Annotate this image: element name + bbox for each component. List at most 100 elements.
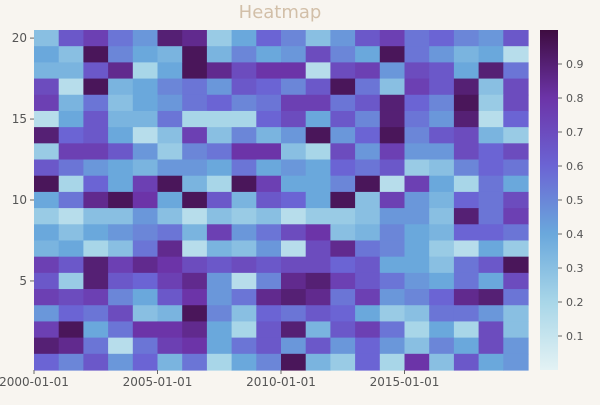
heatmap-cell: [108, 353, 134, 371]
heatmap-cell: [58, 159, 84, 177]
heatmap-cell: [182, 127, 208, 144]
heatmap-cell: [206, 224, 233, 242]
heatmap-cell: [355, 256, 381, 274]
heatmap-cell: [256, 159, 282, 177]
heatmap-cell: [256, 143, 282, 161]
heatmap-cell: [182, 289, 208, 306]
heatmap-cell: [256, 191, 282, 209]
heatmap-cell: [157, 46, 183, 63]
heatmap-cell: [206, 127, 233, 144]
heatmap-cell: [453, 305, 480, 323]
heatmap-cell: [305, 353, 331, 371]
heatmap-cell: [83, 110, 109, 128]
heatmap-cell: [330, 143, 356, 161]
heatmap-cell: [453, 159, 480, 177]
heatmap-cell: [429, 78, 455, 96]
heatmap-cell: [330, 272, 356, 290]
heatmap-cell: [379, 305, 406, 323]
heatmap-cell: [379, 256, 406, 274]
heatmap-cell: [182, 224, 208, 242]
heatmap-cell: [108, 94, 134, 112]
heatmap-cell: [305, 191, 331, 209]
colorbar-tick-label: 0.8: [566, 92, 584, 105]
heatmap-cell: [206, 30, 233, 47]
heatmap-cell: [379, 159, 406, 177]
heatmap-cell: [206, 191, 233, 209]
heatmap-cell: [404, 321, 430, 339]
heatmap-cell: [182, 256, 208, 274]
heatmap-cell: [157, 353, 183, 371]
heatmap-cell: [108, 143, 134, 161]
heatmap-cell: [453, 272, 480, 290]
heatmap-cell: [34, 272, 60, 290]
heatmap-cell: [478, 94, 504, 112]
heatmap-cell: [305, 62, 331, 80]
heatmap-cell: [330, 353, 356, 371]
heatmap-cell: [355, 62, 381, 80]
heatmap-cell: [355, 224, 381, 242]
heatmap-cell: [108, 305, 134, 323]
heatmap-cell: [453, 110, 480, 128]
heatmap-cell: [355, 94, 381, 112]
heatmap-cell: [256, 94, 282, 112]
heatmap-cell: [206, 175, 233, 193]
heatmap-cell: [305, 256, 331, 274]
heatmap-cell: [157, 175, 183, 193]
heatmap-cell: [34, 110, 60, 128]
heatmap-cell: [132, 256, 159, 274]
heatmap-cell: [256, 256, 282, 274]
heatmap-cell: [157, 272, 183, 290]
heatmap-cell: [157, 256, 183, 274]
heatmap-cell: [206, 46, 233, 63]
heatmap-cell: [58, 353, 84, 371]
heatmap-cell: [206, 62, 233, 80]
heatmap-cell: [182, 62, 208, 80]
heatmap-cell: [429, 62, 455, 80]
heatmap-cell: [330, 208, 356, 225]
heatmap-cell: [355, 353, 381, 371]
heatmap-cell: [503, 337, 529, 355]
heatmap-cell: [83, 30, 109, 47]
heatmap-cell: [58, 110, 84, 128]
heatmap-cell: [478, 305, 504, 323]
heatmap-cell: [355, 159, 381, 177]
heatmap-cell: [281, 305, 307, 323]
heatmap-cell: [379, 191, 406, 209]
heatmap-cell: [256, 224, 282, 242]
heatmap-cell: [305, 240, 331, 258]
heatmap-cell: [379, 110, 406, 128]
heatmap-cell: [256, 321, 282, 339]
heatmap-cell: [453, 46, 480, 63]
heatmap-cell: [132, 191, 159, 209]
heatmap-cell: [355, 289, 381, 306]
heatmap-cell: [379, 46, 406, 63]
heatmap-cell: [281, 127, 307, 144]
heatmap-cell: [182, 272, 208, 290]
heatmap-cell: [379, 30, 406, 47]
heatmap-cell: [132, 289, 159, 306]
heatmap-cell: [34, 78, 60, 96]
heatmap-cell: [58, 305, 84, 323]
heatmap-cell: [404, 94, 430, 112]
heatmap-cell: [132, 30, 159, 47]
heatmap-cell: [478, 62, 504, 80]
heatmap-cell: [503, 30, 529, 47]
heatmap-cell: [330, 46, 356, 63]
heatmap-cell: [34, 127, 60, 144]
heatmap-cell: [34, 240, 60, 258]
heatmap-cell: [231, 353, 257, 371]
heatmap-cell: [157, 110, 183, 128]
heatmap-cell: [503, 127, 529, 144]
heatmap-cell: [132, 143, 159, 161]
heatmap-cell: [404, 353, 430, 371]
heatmap-cell: [58, 321, 84, 339]
heatmap-cell: [157, 208, 183, 225]
heatmap-cell: [305, 321, 331, 339]
heatmap-cell: [503, 256, 529, 274]
heatmap-cell: [281, 143, 307, 161]
heatmap-cell: [404, 62, 430, 80]
heatmap-cell: [58, 337, 84, 355]
heatmap-cell: [478, 337, 504, 355]
heatmap-cell: [34, 353, 60, 371]
heatmap-cell: [83, 46, 109, 63]
